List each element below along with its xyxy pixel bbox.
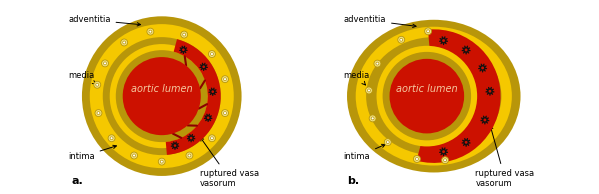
Circle shape bbox=[371, 117, 374, 120]
Ellipse shape bbox=[356, 27, 512, 165]
Circle shape bbox=[441, 157, 449, 164]
Text: aortic lumen: aortic lumen bbox=[396, 84, 458, 94]
Text: intima: intima bbox=[344, 144, 385, 161]
Circle shape bbox=[210, 53, 213, 55]
Circle shape bbox=[389, 59, 464, 133]
Circle shape bbox=[386, 141, 389, 144]
Circle shape bbox=[108, 135, 115, 142]
Circle shape bbox=[123, 57, 201, 135]
Circle shape bbox=[183, 33, 186, 36]
Polygon shape bbox=[478, 64, 487, 72]
Circle shape bbox=[97, 112, 100, 114]
Circle shape bbox=[158, 158, 165, 165]
Polygon shape bbox=[439, 147, 448, 156]
Circle shape bbox=[222, 110, 228, 117]
Circle shape bbox=[121, 39, 128, 46]
Circle shape bbox=[96, 83, 99, 86]
Circle shape bbox=[210, 137, 213, 140]
Circle shape bbox=[104, 62, 107, 65]
Circle shape bbox=[385, 139, 391, 146]
Circle shape bbox=[223, 78, 226, 81]
Polygon shape bbox=[187, 134, 195, 142]
Circle shape bbox=[90, 24, 234, 168]
Circle shape bbox=[116, 50, 208, 142]
Text: adventitia: adventitia bbox=[68, 15, 141, 26]
Circle shape bbox=[365, 87, 373, 94]
Text: adventitia: adventitia bbox=[344, 15, 416, 28]
Wedge shape bbox=[166, 39, 221, 155]
Circle shape bbox=[103, 37, 221, 155]
Text: ruptured vasa
vasorum: ruptured vasa vasorum bbox=[200, 138, 259, 188]
Circle shape bbox=[181, 31, 187, 38]
Polygon shape bbox=[199, 63, 208, 71]
Circle shape bbox=[94, 81, 101, 88]
Circle shape bbox=[377, 46, 477, 146]
Circle shape bbox=[368, 89, 370, 92]
Circle shape bbox=[416, 158, 418, 160]
Text: a.: a. bbox=[71, 176, 83, 186]
Circle shape bbox=[369, 115, 376, 122]
Circle shape bbox=[131, 152, 138, 159]
Circle shape bbox=[82, 16, 241, 176]
Circle shape bbox=[400, 38, 403, 41]
Circle shape bbox=[161, 160, 163, 163]
Circle shape bbox=[110, 44, 214, 148]
Polygon shape bbox=[179, 46, 187, 54]
Polygon shape bbox=[439, 36, 448, 45]
Circle shape bbox=[425, 28, 431, 35]
Circle shape bbox=[110, 137, 113, 140]
Circle shape bbox=[444, 159, 446, 162]
Polygon shape bbox=[208, 88, 217, 96]
Circle shape bbox=[95, 110, 102, 117]
Circle shape bbox=[149, 30, 152, 33]
Polygon shape bbox=[480, 116, 489, 124]
Polygon shape bbox=[171, 142, 179, 150]
Circle shape bbox=[426, 30, 429, 33]
Text: aortic lumen: aortic lumen bbox=[131, 84, 192, 94]
Circle shape bbox=[208, 51, 216, 57]
Circle shape bbox=[147, 28, 154, 35]
Circle shape bbox=[123, 41, 126, 44]
Wedge shape bbox=[416, 29, 501, 163]
Circle shape bbox=[186, 152, 193, 159]
Circle shape bbox=[374, 60, 381, 67]
Circle shape bbox=[222, 76, 228, 83]
Polygon shape bbox=[462, 138, 470, 147]
Circle shape bbox=[223, 112, 226, 114]
Circle shape bbox=[398, 36, 405, 43]
Circle shape bbox=[132, 154, 135, 157]
Ellipse shape bbox=[347, 20, 521, 172]
Circle shape bbox=[102, 60, 108, 67]
Ellipse shape bbox=[366, 37, 501, 155]
Text: b.: b. bbox=[347, 176, 359, 186]
Circle shape bbox=[413, 156, 420, 162]
Text: ruptured vasa
vasorum: ruptured vasa vasorum bbox=[476, 126, 534, 188]
Polygon shape bbox=[462, 46, 470, 54]
Text: media: media bbox=[68, 71, 96, 84]
Text: media: media bbox=[344, 71, 370, 85]
Circle shape bbox=[383, 52, 471, 140]
Circle shape bbox=[376, 62, 379, 65]
Polygon shape bbox=[486, 87, 494, 96]
Text: intima: intima bbox=[68, 145, 116, 161]
Circle shape bbox=[208, 135, 216, 142]
Circle shape bbox=[188, 154, 191, 157]
Polygon shape bbox=[204, 114, 212, 122]
